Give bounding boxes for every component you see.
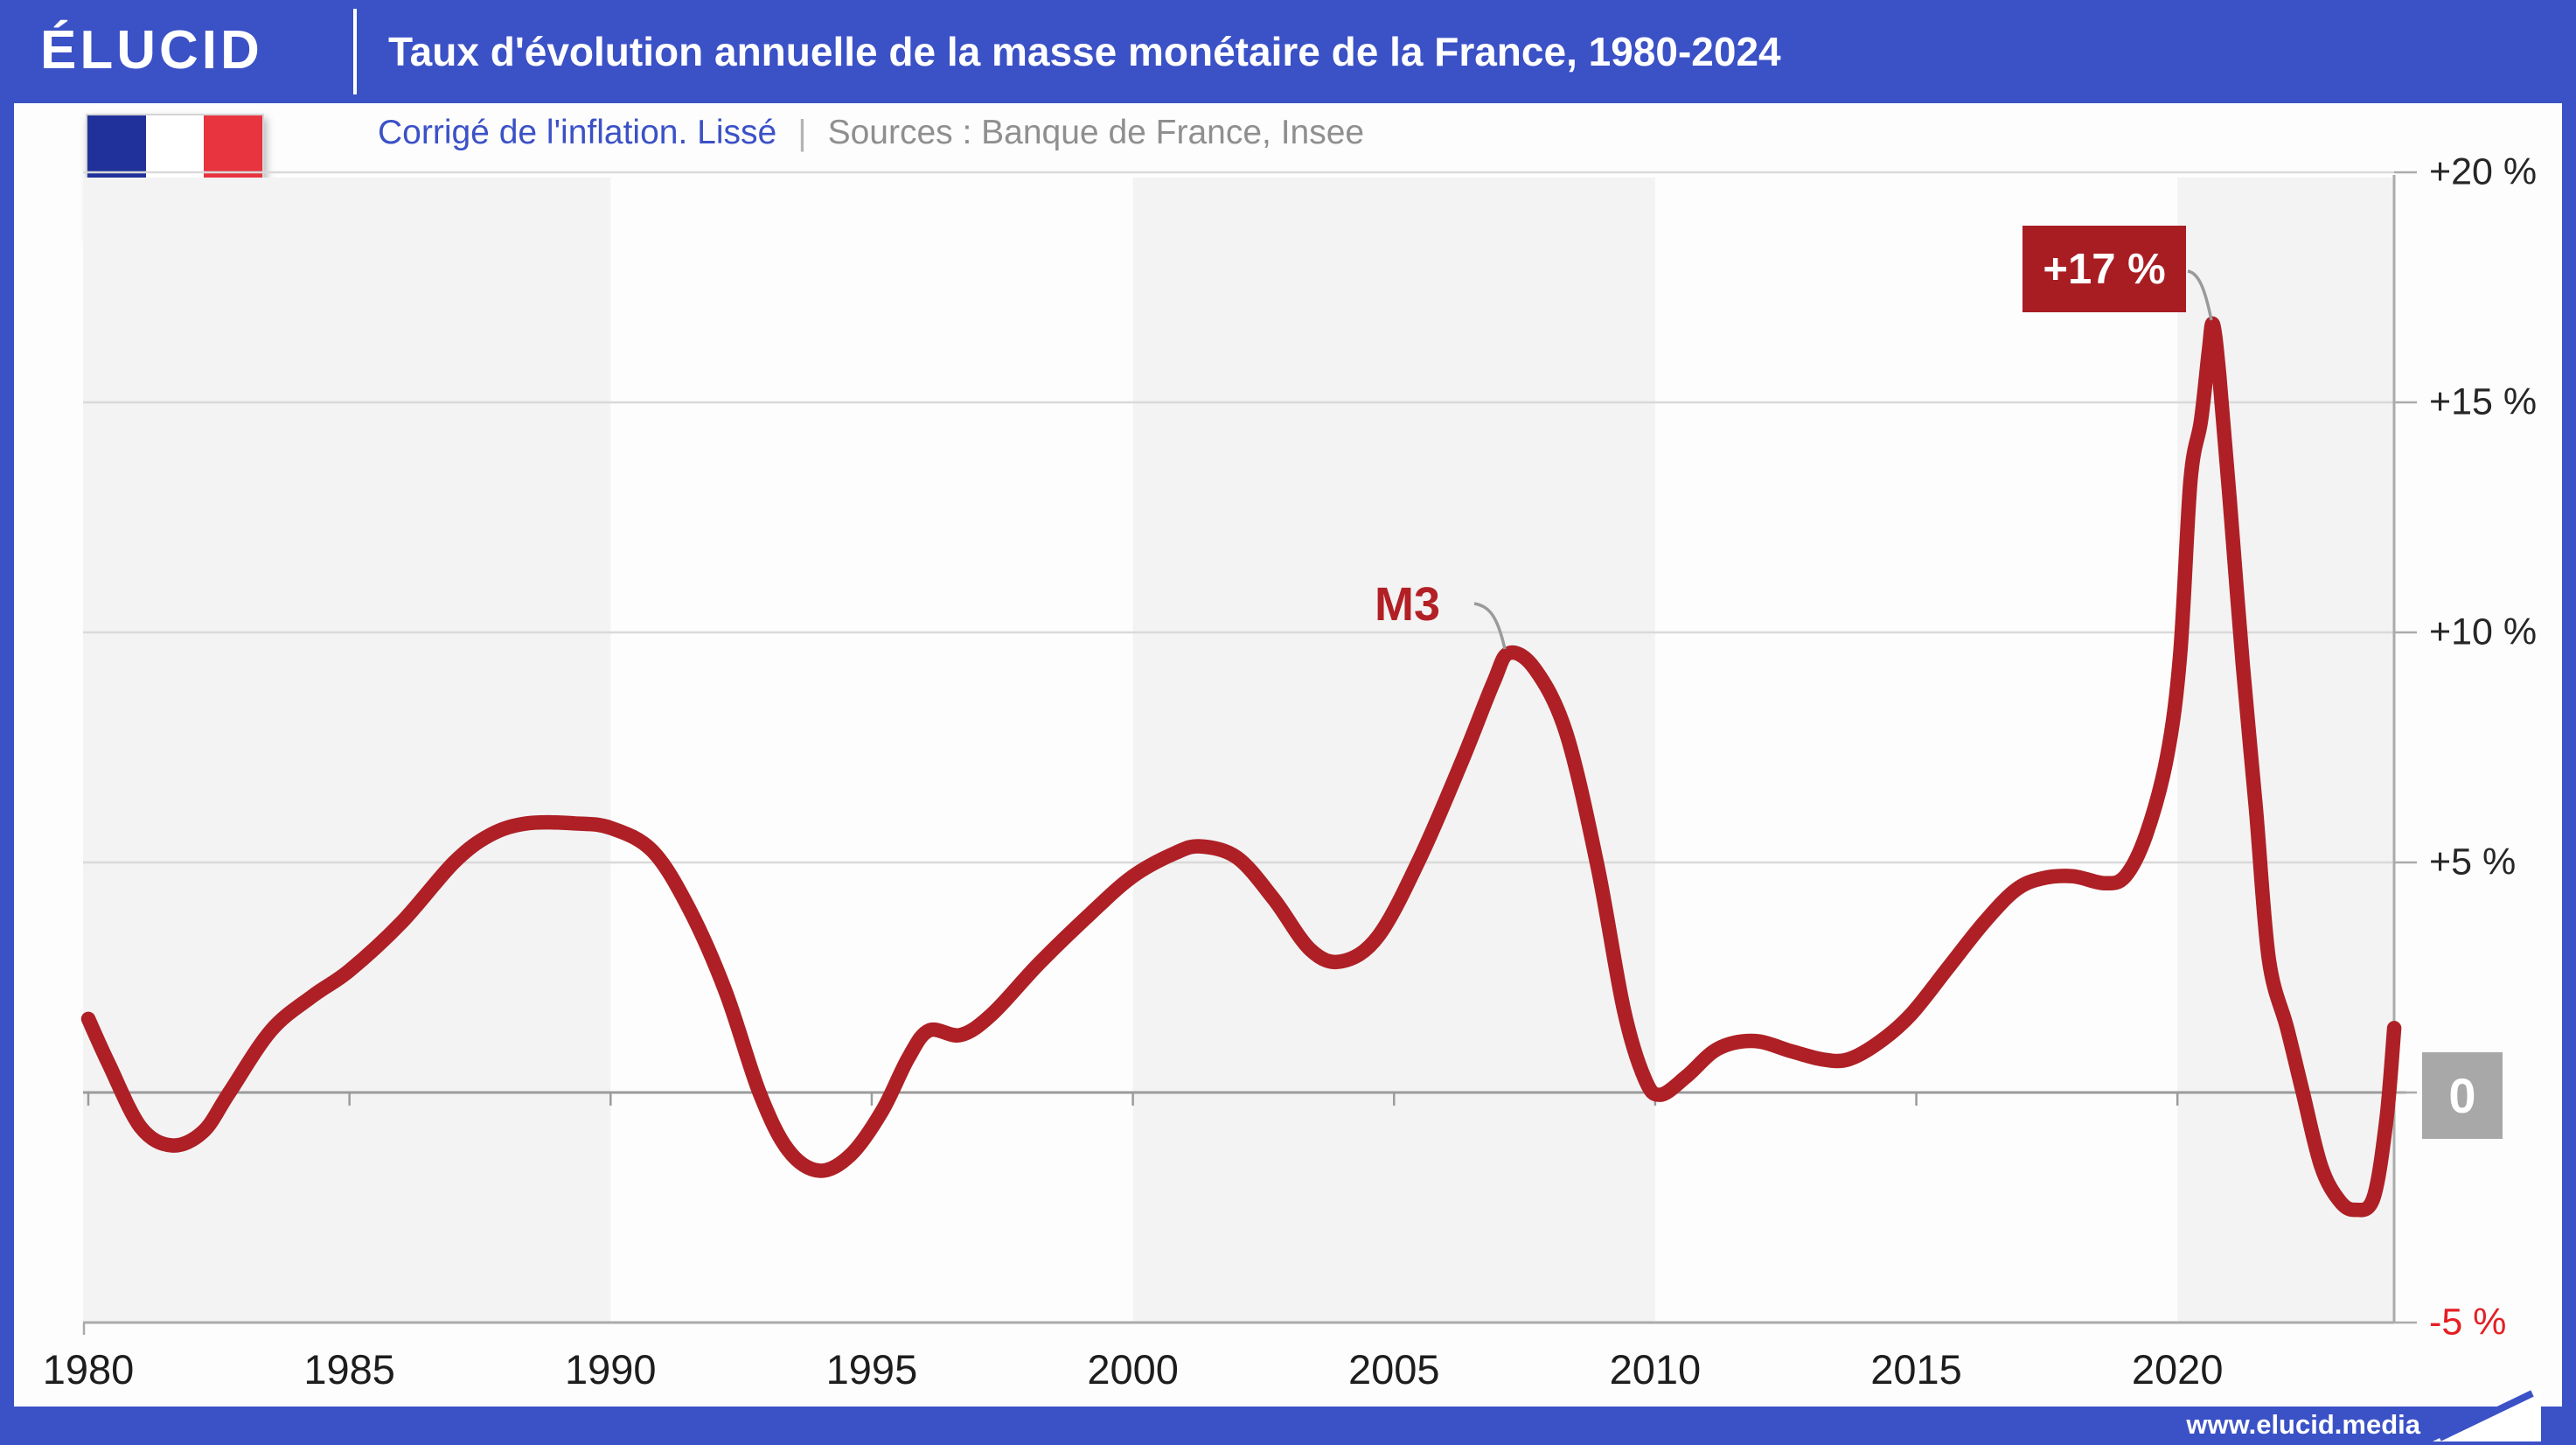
x-axis-label: 2005 (1347, 1346, 1440, 1393)
x-axis-label: 2010 (1609, 1346, 1702, 1393)
page-title: Taux d'évolution annuelle de la masse mo… (388, 29, 1781, 74)
header-bar: ÉLUCID Taux d'évolution annuelle de la m… (0, 0, 2576, 103)
x-axis-label: 1985 (303, 1346, 395, 1393)
m3-growth-curve (80, 316, 2402, 1218)
m3-series-label: M3 (1375, 578, 1441, 631)
subtitle-separator: | (797, 113, 807, 152)
elucid-logo: ÉLUCID (40, 20, 263, 80)
decade-background-bands (83, 178, 2394, 1323)
frame-edge-right (2562, 103, 2576, 1445)
y-axis-label-negative: -5 % (2429, 1301, 2507, 1344)
y-axis-label: +20 % (2429, 150, 2538, 193)
frame-edge-left (0, 103, 14, 1445)
y-axis-label: +10 % (2429, 611, 2538, 653)
footer-url[interactable]: www.elucid.media (2186, 1409, 2420, 1440)
y-axis-label: +15 % (2429, 380, 2538, 423)
subtitle-note: Corrigé de l'inflation. Lissé (378, 114, 777, 151)
x-axis-label: 2015 (1870, 1346, 1962, 1393)
x-axis-label: 1990 (565, 1346, 657, 1393)
gridlines (82, 171, 2417, 1335)
subtitle-row: Corrigé de l'inflation. Lissé | Sources … (378, 108, 1364, 157)
x-axis-label: 1995 (825, 1346, 918, 1393)
zero-axis-badge: 0 (2422, 1052, 2503, 1139)
x-axis-label: 2020 (2131, 1346, 2224, 1393)
footer-bar (0, 1407, 2576, 1445)
x-axis-label: 1980 (42, 1346, 135, 1393)
header-divider (353, 9, 357, 94)
y-axis-label: +5 % (2429, 841, 2517, 883)
peak-value-callout: +17 % (2023, 226, 2186, 312)
peak-annotation-connector (2187, 269, 2213, 321)
subtitle-sources: Sources : Banque de France, Insee (827, 114, 1365, 151)
x-axis-label: 2000 (1087, 1346, 1179, 1393)
elucid-logo-mark-icon (2433, 1388, 2541, 1442)
m3-annotation-connector (1473, 602, 1507, 650)
